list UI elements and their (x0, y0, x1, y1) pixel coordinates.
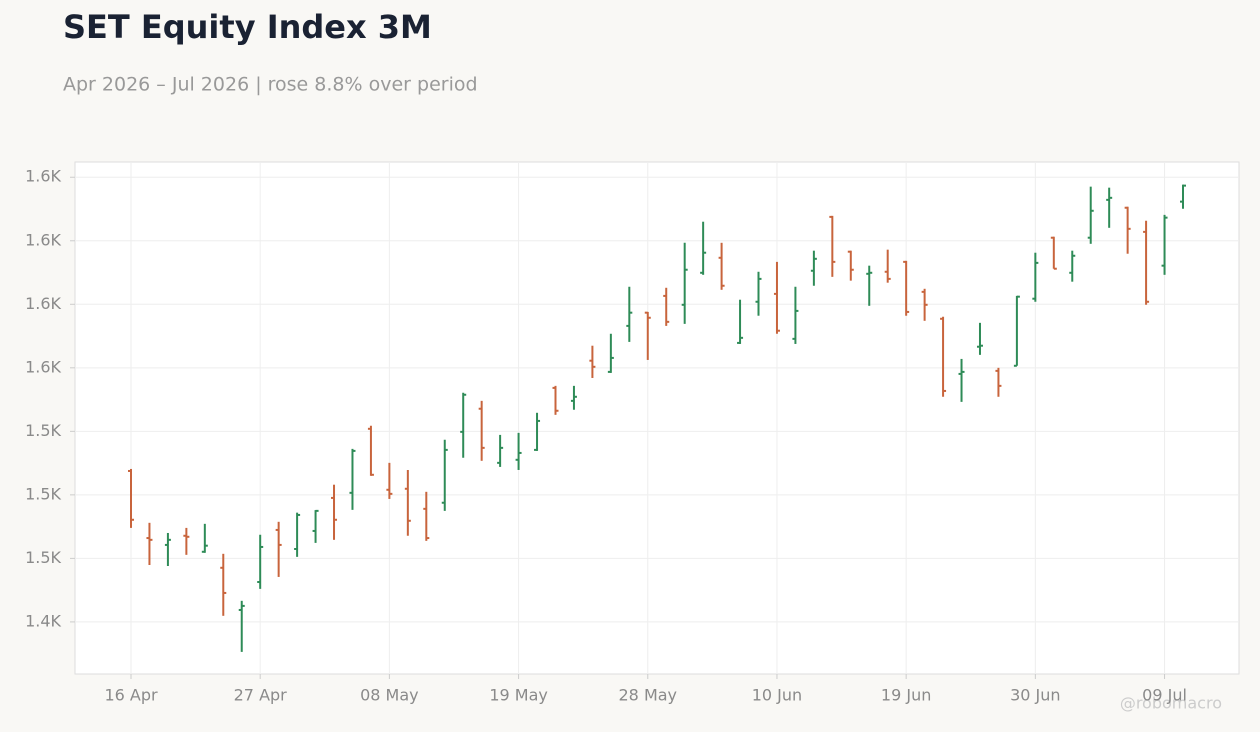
x-tick-label: 09 Jul (1142, 686, 1187, 705)
chart-subtitle: Apr 2026 – Jul 2026 | rose 8.8% over per… (63, 74, 478, 96)
x-tick-label: 19 May (489, 686, 548, 705)
x-tick-label: 19 Jun (881, 686, 931, 705)
y-tick-label: 1.5K (25, 484, 61, 503)
y-tick-label: 1.5K (25, 421, 61, 440)
y-tick-label: 1.4K (25, 611, 61, 630)
chart-title: SET Equity Index 3M (63, 8, 432, 46)
x-tick-label: 27 Apr (234, 686, 288, 705)
plot-area (74, 161, 1240, 675)
x-tick-label: 10 Jun (752, 686, 802, 705)
x-tick-label: 28 May (619, 686, 678, 705)
x-tick-label: 16 Apr (104, 686, 158, 705)
y-tick-label: 1.6K (25, 230, 61, 249)
y-tick-label: 1.6K (25, 357, 61, 376)
watermark: @robomacro (1120, 694, 1222, 713)
y-tick-label: 1.6K (25, 167, 61, 186)
y-tick-label: 1.5K (25, 548, 61, 567)
x-tick-label: 30 Jun (1010, 686, 1060, 705)
y-tick-label: 1.6K (25, 294, 61, 313)
x-tick-label: 08 May (360, 686, 419, 705)
